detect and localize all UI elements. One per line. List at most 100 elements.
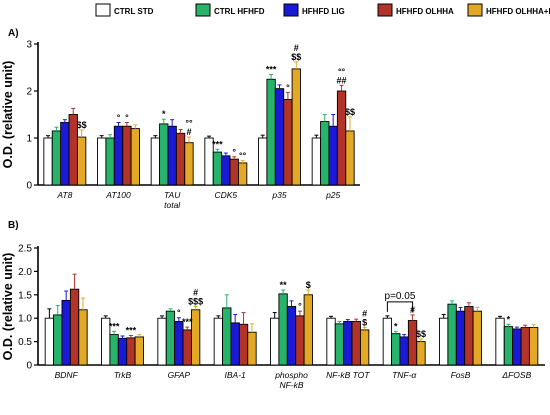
error-bar-0-4 (80, 297, 85, 310)
error-bar-7-3 (466, 302, 471, 307)
significance-mark: * (507, 314, 511, 324)
category-label: FosB (451, 370, 471, 380)
bar-1-1 (109, 334, 119, 366)
bar-0-1 (51, 130, 62, 186)
significance-mark: ## (337, 75, 347, 85)
y-tick-label: 0.5 (18, 337, 32, 348)
significance-mark: *** (266, 65, 277, 75)
error-bar-0-1 (55, 305, 60, 315)
error-bar-7-1 (450, 300, 455, 305)
error-bar-6-2 (402, 334, 407, 337)
bar-2-0 (150, 137, 161, 186)
error-bar-5-1 (322, 114, 327, 122)
bar-5-0 (311, 137, 322, 186)
bar-1-4 (134, 336, 144, 366)
error-bar-0-0 (47, 308, 52, 319)
significance-mark: ° (232, 147, 236, 157)
y-tick-label: 1 (26, 134, 32, 145)
error-bar-1-1 (108, 134, 113, 138)
bar-4-4 (291, 68, 301, 186)
bar-6-4 (416, 341, 426, 366)
bar-4-3 (295, 315, 305, 366)
panel-label: A) (8, 28, 19, 39)
bar-1-2 (113, 125, 124, 186)
legend-label-4: HFHFD OLHHA (396, 7, 454, 16)
bar-0-2 (61, 299, 71, 366)
significance-mark: $$$ (188, 297, 203, 307)
error-bar-2-2 (176, 317, 181, 322)
error-bar-1-2 (120, 335, 125, 339)
category-label: BDNF (55, 370, 79, 380)
error-bar-1-3 (128, 335, 133, 338)
error-bar-1-1 (112, 330, 117, 335)
bar-2-3 (182, 329, 192, 366)
bar-3-4 (247, 331, 257, 366)
bar-4-1 (266, 78, 276, 186)
error-bar-5-2 (345, 319, 350, 322)
bar-8-4 (528, 327, 539, 366)
y-tick-label: 0 (26, 181, 32, 192)
bar-8-1 (503, 326, 514, 366)
error-bar-1-0 (99, 135, 104, 138)
bar-5-4 (345, 130, 355, 186)
significance-mark: $$ (291, 52, 301, 62)
error-bar-3-2 (233, 313, 238, 323)
bar-2-2 (174, 321, 184, 366)
error-bar-2-2 (170, 119, 175, 127)
bar-0-4 (76, 136, 87, 186)
category-label: IBA-1 (225, 370, 247, 380)
error-bar-7-2 (458, 306, 463, 312)
error-bar-2-0 (153, 135, 158, 138)
bar-1-2 (117, 337, 128, 366)
error-bar-0-4 (79, 129, 84, 138)
error-bar-3-0 (216, 315, 221, 319)
bar-2-3 (175, 132, 186, 186)
bar-2-4 (190, 309, 201, 366)
error-bar-0-3 (72, 273, 77, 290)
error-bar-1-2 (116, 121, 121, 127)
y-tick-label: 1.0 (18, 314, 32, 325)
legend-label-1: CTRL STD (114, 7, 154, 16)
legend-swatch-4 (377, 3, 393, 17)
error-bar-5-0 (329, 315, 334, 319)
error-bar-5-1 (337, 320, 342, 324)
error-bar-8-3 (523, 324, 528, 328)
error-bar-1-3 (124, 121, 129, 127)
bar-2-4 (184, 142, 194, 186)
error-bar-8-4 (531, 324, 536, 328)
error-bar-5-3 (354, 318, 359, 322)
bar-4-4 (303, 294, 313, 366)
bar-6-1 (391, 333, 401, 366)
significance-mark: * (162, 109, 166, 119)
error-bar-3-1 (215, 148, 220, 153)
bar-3-1 (222, 307, 232, 366)
error-bar-1-4 (133, 124, 138, 129)
category-label: TrkB (114, 370, 132, 380)
error-bar-6-3 (410, 314, 415, 321)
error-bar-2-1 (161, 118, 166, 124)
bar-3-0 (213, 317, 224, 366)
panel-label: B) (8, 220, 19, 231)
bar-7-2 (455, 310, 466, 366)
bar-7-3 (464, 306, 474, 366)
y-tick-label: 2.0 (18, 267, 32, 278)
bar-1-0 (97, 137, 107, 186)
bar-3-4 (237, 162, 248, 186)
bar-5-1 (334, 323, 345, 366)
bar-5-2 (343, 321, 353, 366)
error-bar-5-4 (347, 116, 352, 131)
bar-6-3 (407, 320, 418, 366)
significance-mark: # (186, 127, 191, 137)
error-bar-2-3 (185, 326, 190, 330)
y-axis-label: O.D. (relative unit) (1, 61, 15, 169)
bar-0-3 (69, 288, 80, 366)
significance-mark: *** (126, 326, 137, 336)
y-tick-label: 0 (26, 361, 32, 372)
category-label: GFAP (168, 370, 191, 380)
error-bar-4-4 (294, 61, 299, 69)
bar-5-0 (326, 317, 336, 366)
error-bar-0-2 (64, 290, 69, 301)
significance-mark: ° (298, 301, 302, 311)
error-bar-2-4 (193, 306, 198, 310)
